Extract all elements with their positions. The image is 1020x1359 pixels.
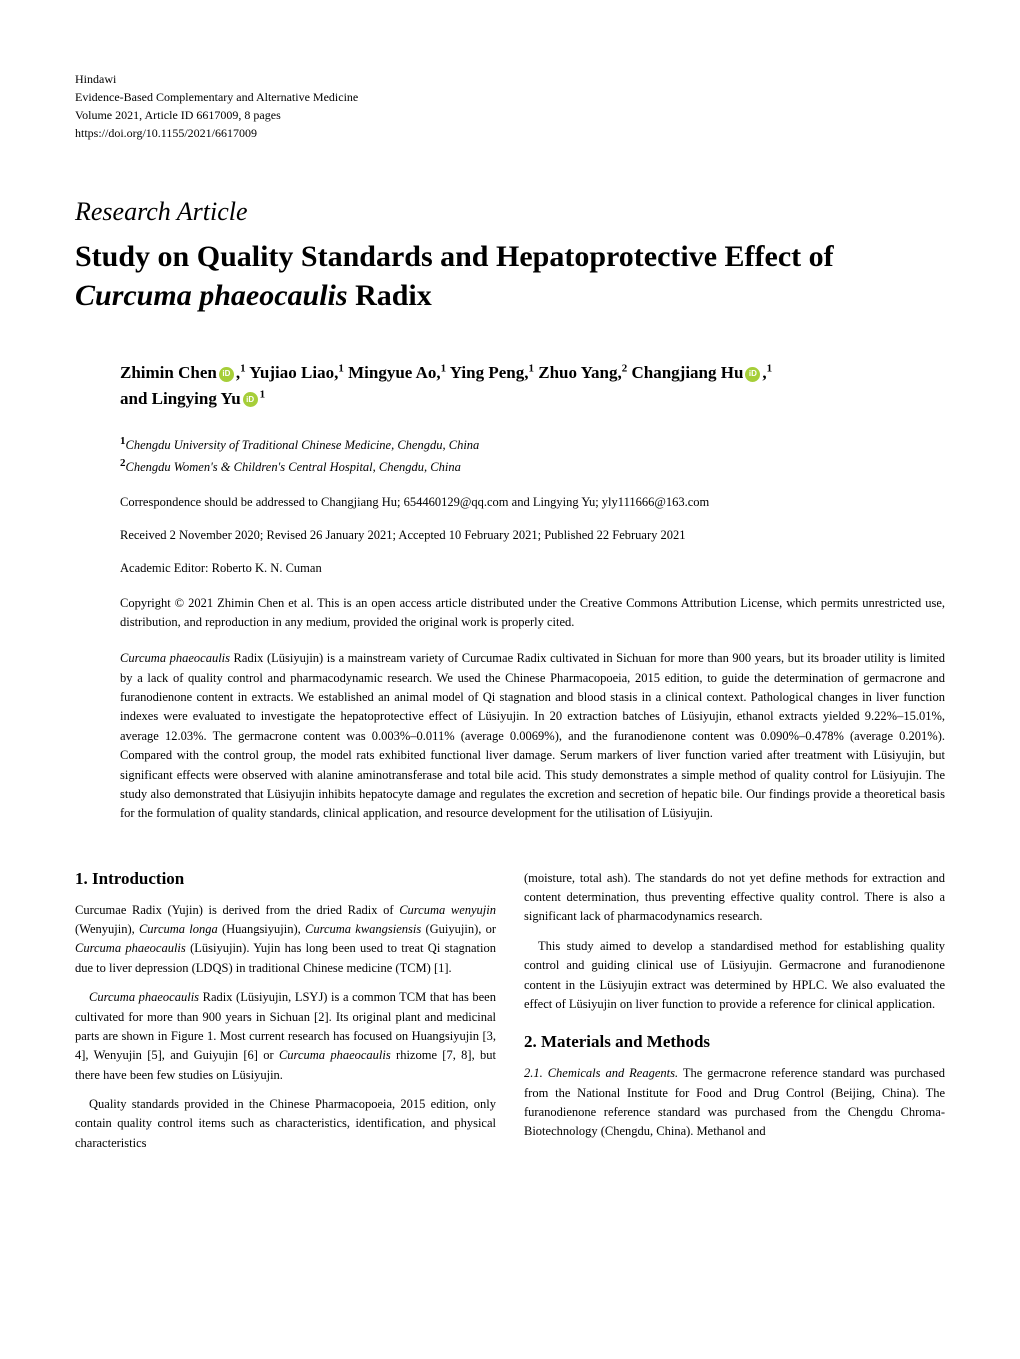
intro-p1-pre: Curcumae Radix (Yujin) is derived from t… (75, 903, 399, 917)
intro-p1-m2: (Huangsiyujin), (218, 922, 305, 936)
abstract-italic1: Curcuma phaeocaulis (120, 651, 230, 665)
abstract: Curcuma phaeocaulis Radix (Lüsiyujin) is… (120, 649, 945, 823)
journal-name: Evidence-Based Complementary and Alterna… (75, 88, 945, 106)
article-title: Study on Quality Standards and Hepatopro… (75, 237, 945, 315)
orcid-icon (219, 367, 234, 382)
authors-line: Zhimin Chen,1 Yujiao Liao,1 Mingyue Ao,1… (120, 360, 945, 411)
author-3-sup: 1 (441, 362, 447, 374)
col2-p1: (moisture, total ash). The standards do … (524, 869, 945, 927)
author-4-sup: 1 (529, 362, 535, 374)
methods-p1: 2.1. Chemicals and Reagents. The germacr… (524, 1064, 945, 1142)
dates: Received 2 November 2020; Revised 26 Jan… (120, 528, 945, 543)
author-6-sup: 1 (767, 362, 773, 374)
title-part1: Study on Quality Standards and Hepatopro… (75, 240, 834, 273)
author-1-sup: 1 (240, 362, 246, 374)
correspondence: Correspondence should be addressed to Ch… (120, 495, 945, 510)
orcid-icon (745, 367, 760, 382)
author-7-sup: 1 (260, 388, 266, 400)
editor: Academic Editor: Roberto K. N. Cuman (120, 561, 945, 576)
intro-p1-i2: Curcuma longa (139, 922, 218, 936)
orcid-icon (243, 392, 258, 407)
title-part2: Radix (348, 279, 432, 312)
two-column-layout: 1. Introduction Curcumae Radix (Yujin) i… (75, 869, 945, 1164)
author-6: Changjiang Hu (631, 363, 743, 382)
author-2-sup: 1 (338, 362, 344, 374)
right-column: (moisture, total ash). The standards do … (524, 869, 945, 1164)
author-4: Ying Peng, (450, 363, 529, 382)
intro-p1: Curcumae Radix (Yujin) is derived from t… (75, 901, 496, 979)
author-5-sup: 2 (622, 362, 628, 374)
intro-p2-i1: Curcuma phaeocaulis (89, 990, 199, 1004)
intro-heading: 1. Introduction (75, 869, 496, 889)
intro-p3: Quality standards provided in the Chines… (75, 1095, 496, 1153)
title-italic: Curcuma phaeocaulis (75, 279, 348, 312)
copyright: Copyright © 2021 Zhimin Chen et al. This… (120, 594, 945, 632)
affiliations: 1Chengdu University of Traditional Chine… (120, 433, 945, 477)
author-1: Zhimin Chen (120, 363, 217, 382)
author-5: Zhuo Yang, (538, 363, 621, 382)
methods-heading: 2. Materials and Methods (524, 1032, 945, 1052)
intro-p1-i3: Curcuma kwangsiensis (305, 922, 421, 936)
methods-sub-heading: 2.1. Chemicals and Reagents. (524, 1066, 678, 1080)
intro-p1-m3: (Guiyujin), or (421, 922, 496, 936)
volume-id: Volume 2021, Article ID 6617009, 8 pages (75, 106, 945, 124)
author-2: Yujiao Liao, (249, 363, 338, 382)
author-3: Mingyue Ao, (348, 363, 441, 382)
author-7: and Lingying Yu (120, 389, 241, 408)
article-type: Research Article (75, 197, 945, 227)
intro-p1-i1: Curcuma wenyujin (399, 903, 496, 917)
intro-p1-m1: (Wenyujin), (75, 922, 139, 936)
intro-p2: Curcuma phaeocaulis Radix (Lüsiyujin, LS… (75, 988, 496, 1085)
intro-p2-i2: Curcuma phaeocaulis (279, 1048, 391, 1062)
aff1: Chengdu University of Traditional Chines… (126, 438, 480, 452)
abstract-text: Radix (Lüsiyujin) is a mainstream variet… (120, 651, 945, 820)
left-column: 1. Introduction Curcumae Radix (Yujin) i… (75, 869, 496, 1164)
intro-p1-i4: Curcuma phaeocaulis (75, 941, 186, 955)
doi: https://doi.org/10.1155/2021/6617009 (75, 124, 945, 142)
publisher: Hindawi (75, 70, 945, 88)
col2-p2: This study aimed to develop a standardis… (524, 937, 945, 1015)
header-info: Hindawi Evidence-Based Complementary and… (75, 70, 945, 142)
aff2: Chengdu Women's & Children's Central Hos… (126, 460, 461, 474)
